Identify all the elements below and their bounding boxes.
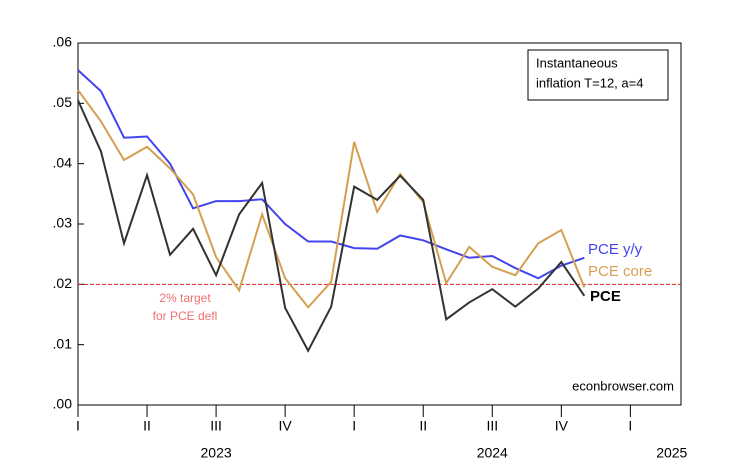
x-tick-label: I (76, 418, 80, 434)
x-tick-label: III (210, 418, 222, 434)
y-tick-label: .01 (53, 335, 73, 351)
target-label: 2% target (159, 291, 211, 305)
annotation: inflation T=12, a=4 (536, 75, 643, 90)
target-label: for PCE defl (153, 309, 218, 323)
y-tick-label: .02 (53, 275, 73, 291)
series-line (77, 99, 586, 353)
y-tick-label: .06 (53, 34, 73, 50)
y-tick-label: .00 (53, 396, 73, 412)
x-tick-label: IV (555, 418, 569, 434)
series-line (77, 89, 586, 309)
series-label: PCE y/y (588, 241, 643, 258)
y-tick-label: .03 (53, 215, 73, 231)
annotation-box (527, 49, 669, 101)
year-label: 2023 (201, 445, 232, 460)
source: econbrowser.com (572, 378, 674, 393)
x-tick-label: I (628, 418, 632, 434)
series-label: PCE (590, 288, 621, 305)
x-tick-label: I (352, 418, 356, 434)
annotation: Instantaneous (536, 55, 618, 70)
year-label: 2025 (656, 445, 687, 460)
x-tick-label: IV (279, 418, 293, 434)
x-tick-label: II (419, 418, 427, 434)
y-tick-label: .04 (53, 154, 73, 170)
y-tick-label: .05 (53, 94, 73, 110)
x-tick-label: III (486, 418, 498, 434)
series-line (77, 69, 585, 280)
series-label: PCE core (588, 263, 652, 280)
year-label: 2024 (477, 445, 508, 460)
x-tick-label: II (143, 418, 151, 434)
